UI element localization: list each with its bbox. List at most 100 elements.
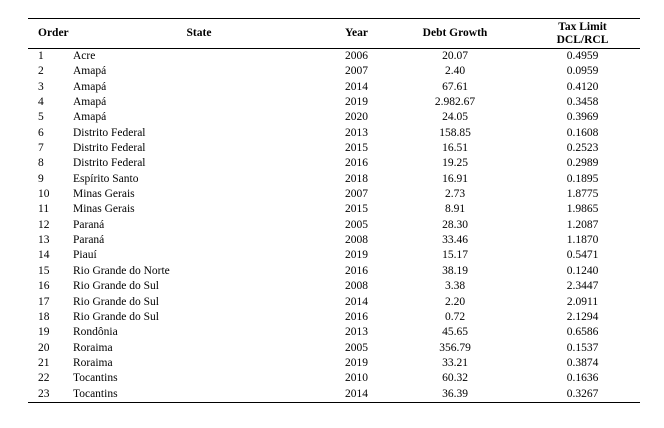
cell-debt_growth: 20.07 xyxy=(442,50,468,62)
cell-tax_limit: 0.3458 xyxy=(566,96,599,109)
cell-tax_limit: 1.2087 xyxy=(566,218,599,231)
cell-order: 16 xyxy=(38,280,50,293)
cell-order: 1 xyxy=(38,50,44,62)
cell-year: 2013 xyxy=(345,126,368,139)
cell-order: 12 xyxy=(38,218,50,231)
cell-state: Piauí xyxy=(73,249,97,262)
cell-debt_growth: 356.79 xyxy=(439,341,471,354)
cell-debt_growth: 2.982.67 xyxy=(434,96,476,109)
table-row: 5 Amapá 2020 24.05 0.3969 xyxy=(28,110,640,125)
cell-tax_limit: 1.1870 xyxy=(566,234,599,247)
table-row: 23 Tocantins 2014 36.39 0.3267 xyxy=(28,387,640,403)
cell-debt_growth: 0.72 xyxy=(444,310,466,323)
cell-order: 10 xyxy=(38,188,50,201)
cell-year: 2013 xyxy=(345,326,368,339)
cell-tax_limit: 0.1636 xyxy=(566,372,599,385)
cell-state: Amapá xyxy=(73,65,107,78)
cell-debt_growth: 2.40 xyxy=(444,65,466,78)
cell-tax_limit: 0.4959 xyxy=(566,50,599,62)
cell-tax_limit: 0.1608 xyxy=(566,126,599,139)
table-row: 12 Paraná 2005 28.30 1.2087 xyxy=(28,218,640,233)
header-tax-limit: Tax Limit DCL/RCL xyxy=(525,19,640,49)
cell-year: 2019 xyxy=(345,249,368,262)
cell-debt_growth: 15.17 xyxy=(442,249,468,262)
table-row: 13 Paraná 2008 33.46 1.1870 xyxy=(28,233,640,248)
table-row: 7 Distrito Federal 2015 16.51 0.2523 xyxy=(28,141,640,156)
table-row: 2 Amapá 2007 2.40 0.0959 xyxy=(28,64,640,79)
table-row: 17 Rio Grande do Sul 2014 2.20 2.0911 xyxy=(28,295,640,310)
cell-year: 2005 xyxy=(345,218,368,231)
header-row: Order State Year Debt Growth Tax Limit D… xyxy=(28,18,640,49)
cell-state: Distrito Federal xyxy=(73,126,146,139)
table-row: 8 Distrito Federal 2016 19.25 0.2989 xyxy=(28,156,640,171)
cell-tax_limit: 0.3267 xyxy=(566,387,599,400)
cell-year: 2014 xyxy=(345,295,368,308)
table-row: 3 Amapá 2014 67.61 0.4120 xyxy=(28,80,640,95)
cell-debt_growth: 45.65 xyxy=(442,326,468,339)
cell-debt_growth: 36.39 xyxy=(442,387,468,400)
table-header: Order State Year Debt Growth Tax Limit D… xyxy=(28,18,640,49)
cell-tax_limit: 0.4120 xyxy=(566,80,599,93)
cell-state: Rio Grande do Sul xyxy=(73,310,159,323)
header-year: Year xyxy=(345,27,368,39)
cell-debt_growth: 19.25 xyxy=(442,157,468,170)
cell-order: 13 xyxy=(38,234,50,247)
cell-order: 5 xyxy=(38,111,44,124)
cell-year: 2019 xyxy=(345,96,368,109)
cell-order: 19 xyxy=(38,326,50,339)
header-order: Order xyxy=(38,27,69,39)
data-table: Order State Year Debt Growth Tax Limit D… xyxy=(28,18,640,403)
cell-year: 2016 xyxy=(345,310,368,323)
table-row: 10 Minas Gerais 2007 2.73 1.8775 xyxy=(28,187,640,202)
cell-tax_limit: 0.0959 xyxy=(566,65,599,78)
cell-state: Acre xyxy=(73,50,96,62)
header-tax-limit-line2: DCL/RCL xyxy=(556,33,609,46)
table-row: 20 Roraima 2005 356.79 0.1537 xyxy=(28,341,640,356)
table-row: 4 Amapá 2019 2.982.67 0.3458 xyxy=(28,95,640,110)
cell-year: 2019 xyxy=(345,356,368,369)
table-row: 1 Acre 2006 20.07 0.4959 xyxy=(28,49,640,65)
cell-tax_limit: 1.9865 xyxy=(566,203,599,216)
cell-year: 2008 xyxy=(345,280,368,293)
cell-state: Tocantins xyxy=(73,387,118,400)
header-state: State xyxy=(186,27,212,39)
cell-year: 2005 xyxy=(345,341,368,354)
cell-year: 2014 xyxy=(345,80,368,93)
cell-tax_limit: 0.3874 xyxy=(566,356,599,369)
cell-debt_growth: 38.19 xyxy=(442,264,468,277)
cell-order: 9 xyxy=(38,172,44,185)
cell-debt_growth: 33.21 xyxy=(442,356,468,369)
cell-debt_growth: 60.32 xyxy=(442,372,468,385)
cell-order: 4 xyxy=(38,96,44,109)
cell-order: 15 xyxy=(38,264,50,277)
cell-order: 2 xyxy=(38,65,44,78)
header-debt-growth: Debt Growth xyxy=(422,27,488,39)
cell-tax_limit: 1.8775 xyxy=(566,188,599,201)
cell-debt_growth: 67.61 xyxy=(442,80,468,93)
cell-state: Rio Grande do Norte xyxy=(73,264,170,277)
cell-state: Amapá xyxy=(73,96,107,109)
cell-tax_limit: 0.1240 xyxy=(566,264,599,277)
cell-year: 2014 xyxy=(345,387,368,400)
cell-state: Paraná xyxy=(73,218,105,231)
cell-order: 18 xyxy=(38,310,50,323)
cell-year: 2018 xyxy=(345,172,368,185)
table-row: 11 Minas Gerais 2015 8.91 1.9865 xyxy=(28,202,640,217)
cell-order: 14 xyxy=(38,249,50,262)
cell-debt_growth: 2.73 xyxy=(444,188,466,201)
cell-state: Amapá xyxy=(73,111,107,124)
cell-tax_limit: 2.3447 xyxy=(566,280,599,293)
cell-state: Distrito Federal xyxy=(73,142,146,155)
cell-debt_growth: 33.46 xyxy=(442,234,468,247)
cell-state: Espírito Santo xyxy=(73,172,139,185)
table-row: 9 Espírito Santo 2018 16.91 0.1895 xyxy=(28,172,640,187)
table-row: 18 Rio Grande do Sul 2016 0.72 2.1294 xyxy=(28,310,640,325)
cell-debt_growth: 24.05 xyxy=(442,111,468,124)
cell-year: 2016 xyxy=(345,157,368,170)
cell-debt_growth: 28.30 xyxy=(442,218,468,231)
cell-state: Roraima xyxy=(73,341,113,354)
cell-tax_limit: 0.2989 xyxy=(566,157,599,170)
cell-tax_limit: 0.3969 xyxy=(566,111,599,124)
cell-state: Paraná xyxy=(73,234,105,247)
cell-state: Minas Gerais xyxy=(73,203,135,216)
